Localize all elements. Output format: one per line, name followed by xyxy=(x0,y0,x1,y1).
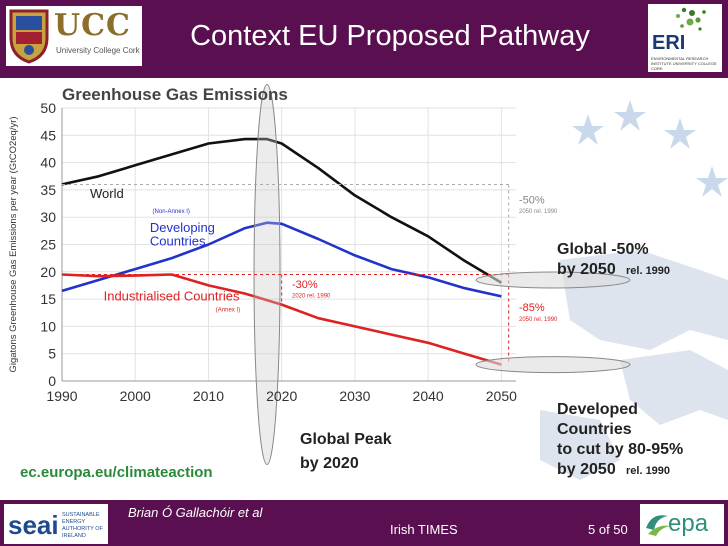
callout-global-line2: by 2050 xyxy=(557,261,616,278)
x-tick-label: 2040 xyxy=(413,388,444,404)
series-line-2 xyxy=(61,273,502,366)
y-tick-label: 50 xyxy=(40,100,56,116)
series-label-developing-line1: Developing xyxy=(150,220,215,235)
developed-2050-oval xyxy=(475,356,631,374)
annotation-minus-85: -85% xyxy=(519,302,545,314)
series-line-1 xyxy=(61,221,502,298)
y-tick-label: 5 xyxy=(48,346,56,362)
series-line-0 xyxy=(61,137,503,284)
y-tick-label: 10 xyxy=(40,318,56,334)
star-icon xyxy=(696,166,728,197)
x-tick-label: 2010 xyxy=(193,388,224,404)
callout-developed-line3: to cut by 80-95% xyxy=(557,441,683,458)
y-tick-label: 0 xyxy=(48,373,56,389)
y-tick-label: 20 xyxy=(40,264,56,280)
callout-peak-line2: by 2020 xyxy=(300,455,359,472)
epa-logo-text: epa xyxy=(668,510,709,537)
eri-logo: ERI ENVIRONMENTAL RESEARCH INSTITUTE UNI… xyxy=(648,4,722,72)
footer-bar: seai SUSTAINABLE ENERGY AUTHORITY OF IRE… xyxy=(0,500,728,546)
author-credit: Brian Ó Gallachóir et al xyxy=(128,505,263,520)
annotation-minus-50-sub: 2050 rel. 1990 xyxy=(519,209,558,215)
x-tick-label: 2000 xyxy=(120,388,151,404)
emissions-chart: Greenhouse Gas Emissions 0 5 10 15 20 25 30 35 40… xyxy=(8,84,728,481)
eri-logo-subtitle: ENVIRONMENTAL RESEARCH INSTITUTE UNIVERS… xyxy=(651,56,717,71)
series-label-world: World xyxy=(90,186,124,201)
y-tick-label: 45 xyxy=(40,127,56,143)
callout-developed-line1: Developed xyxy=(557,401,638,418)
epa-logo: epa xyxy=(640,504,724,544)
x-tick-label: 1990 xyxy=(46,388,77,404)
callout-global-line1: Global -50% xyxy=(557,241,649,258)
y-tick-label: 25 xyxy=(40,237,56,253)
callout-developed-line2: Countries xyxy=(557,421,632,438)
eri-dots-icon xyxy=(676,7,706,31)
series-label-industrialised: Industrialised Countries xyxy=(104,289,240,304)
source-link: ec.europa.eu/climateaction xyxy=(20,464,213,481)
chart-area: Greenhouse Gas Emissions 0 5 10 15 20 25 30 35 40… xyxy=(0,80,728,494)
footer-source: Irish TIMES xyxy=(390,522,458,537)
series-annotation-industrialised: (Annex I) xyxy=(216,308,240,314)
world-2050-oval xyxy=(475,271,631,289)
chart-title: Greenhouse Gas Emissions xyxy=(62,85,288,104)
annotation-minus-50: -50% xyxy=(519,195,545,207)
seai-logo-text: seai xyxy=(8,510,59,540)
x-tick-label: 2030 xyxy=(339,388,370,404)
ucc-logo-subtitle: University College Cork xyxy=(56,46,140,55)
callout-peak-line1: Global Peak xyxy=(300,431,392,448)
annotation-minus-85-sub: 2050 rel. 1990 xyxy=(519,317,558,323)
eu-stars-watermark xyxy=(572,100,728,197)
y-tick-label: 15 xyxy=(40,291,56,307)
y-tick-label: 30 xyxy=(40,209,56,225)
y-tick-label: 35 xyxy=(40,182,56,198)
callout-developed-rel: rel. 1990 xyxy=(626,465,670,477)
epa-swirl-icon xyxy=(646,515,670,536)
annotation-minus-30: -30% xyxy=(292,279,318,291)
y-tick-label: 40 xyxy=(40,155,56,171)
star-icon xyxy=(664,118,696,149)
ucc-logo: UCC University College Cork xyxy=(6,6,142,66)
star-icon xyxy=(614,100,646,131)
seai-logo-subtitle: SUSTAINABLE ENERGY AUTHORITY OF IRELAND xyxy=(62,512,103,539)
ucc-logo-text: UCC xyxy=(54,8,131,43)
y-axis-title: Gigatons Greenhouse Gas Emissions per ye… xyxy=(8,116,19,372)
callout-developed-line4: by 2050 xyxy=(557,461,616,478)
x-tick-label: 2020 xyxy=(266,388,297,404)
seai-logo: seai SUSTAINABLE ENERGY AUTHORITY OF IRE… xyxy=(4,504,108,544)
x-tick-label: 2050 xyxy=(486,388,517,404)
series-annotation-developing: (Non-Annex I) xyxy=(153,209,190,215)
page-number: 5 of 50 xyxy=(588,522,628,537)
slide-title: Context EU Proposed Pathway xyxy=(190,20,590,52)
annotation-minus-30-sub: 2020 rel. 1990 xyxy=(292,293,331,299)
star-icon xyxy=(572,114,604,145)
series-label-developing-line2: Countries xyxy=(150,234,206,249)
ucc-crest-icon xyxy=(9,9,49,64)
header-bar: UCC University College Cork Context EU P… xyxy=(0,0,728,78)
eri-logo-text: ERI xyxy=(652,32,686,54)
callout-global-rel: rel. 1990 xyxy=(626,265,670,277)
